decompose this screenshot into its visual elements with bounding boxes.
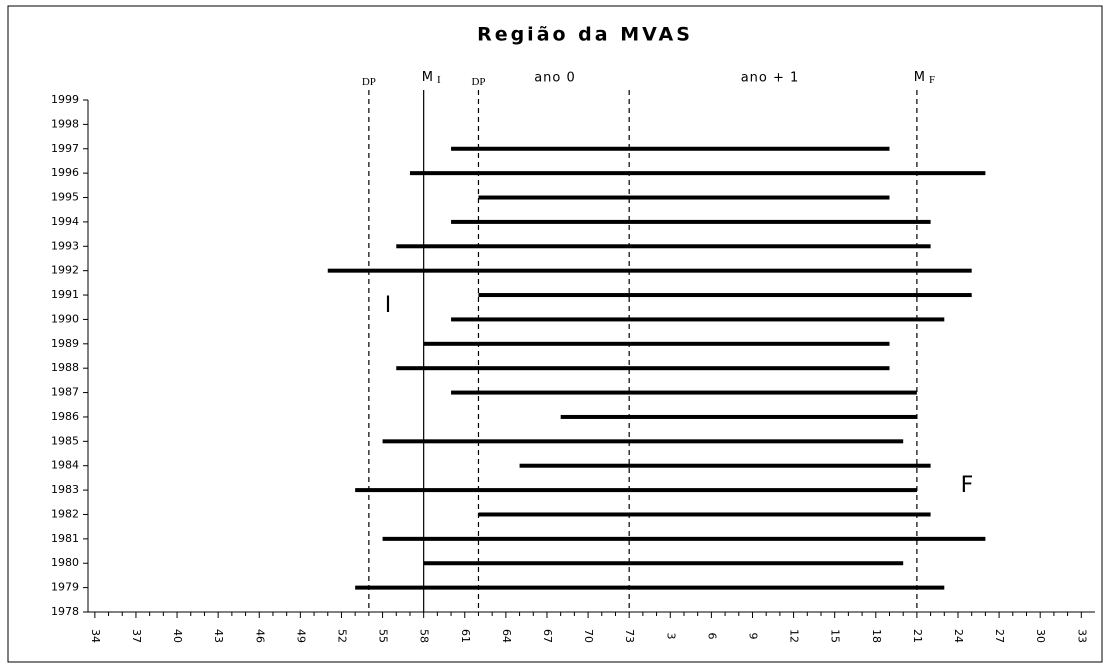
x-tick-label: 3 [664,633,677,640]
x-tick-label: 18 [870,629,883,643]
x-tick-label: 30 [1034,629,1047,643]
bar [396,244,931,249]
y-tick-label: 1985 [51,434,79,447]
y-tick-label: 1989 [51,337,79,350]
bar [478,293,972,298]
x-tick-label: 52 [335,629,348,643]
y-tick-label: 1983 [51,483,79,496]
x-tick-label: 34 [89,629,102,643]
annotation: ano + 1 [741,71,800,86]
y-tick-label: 1992 [51,264,79,277]
y-tick-label: 1978 [51,605,79,618]
y-tick-label: 1987 [51,386,79,399]
x-tick-label: 55 [377,629,390,643]
x-tick-label: 49 [294,629,307,643]
bar [355,585,945,590]
y-tick-label: 1986 [51,410,79,423]
y-tick-label: 1981 [51,532,79,545]
y-tick-label: 1990 [51,312,79,325]
x-tick-label: 58 [418,629,431,643]
x-tick-label: 43 [212,629,225,643]
x-tick-label: 33 [1075,629,1088,643]
x-tick-label: 73 [623,629,636,643]
label-text: M [914,70,926,85]
x-tick-label: 21 [911,629,924,643]
y-tick-label: 1995 [51,191,79,204]
label-sub: I [437,74,442,86]
y-tick-label: 1979 [51,581,79,594]
x-tick-label: 9 [746,633,759,640]
x-tick-label: 6 [705,633,718,640]
bar [478,512,931,517]
bar [451,219,931,224]
bar [451,317,945,322]
annotation: ano 0 [534,71,576,86]
bar [451,146,890,151]
y-tick-label: 1991 [51,288,79,301]
bar [451,390,917,395]
y-tick-label: 1980 [51,556,79,569]
x-tick-label: 70 [582,629,595,643]
y-tick-label: 1994 [51,215,79,228]
y-tick-label: 1998 [51,117,79,130]
y-tick-label: 1997 [51,142,79,155]
bar [327,268,972,273]
x-tick-label: 12 [788,629,801,643]
y-tick-label: 1993 [51,239,79,252]
y-tick-label: 1984 [51,459,79,472]
label-text: DP [362,76,376,88]
x-tick-label: 64 [500,629,513,643]
bar [396,366,890,371]
x-tick-label: 15 [829,629,842,643]
bar [423,341,890,346]
x-tick-label: 46 [253,629,266,643]
label-text: M [422,70,434,85]
annotation: I [385,293,392,318]
label-sub: F [929,74,936,86]
chart-title: Região da MVAS [477,24,693,46]
y-tick-label: 1999 [51,93,79,106]
frame [7,5,1103,663]
bar [519,463,931,468]
bar [409,171,986,176]
y-tick-label: 1988 [51,361,79,374]
reference-label: DP [471,76,485,88]
y-tick-label: 1982 [51,507,79,520]
bar [478,195,890,200]
bar [560,414,917,419]
y-tick-label: 1996 [51,166,79,179]
bar [355,488,917,493]
x-tick-label: 67 [541,629,554,643]
bar [423,561,904,566]
x-tick-label: 61 [459,629,472,643]
annotation: F [961,473,974,498]
bar [382,536,986,541]
x-tick-label: 27 [993,629,1006,643]
x-tick-label: 37 [130,629,143,643]
x-tick-label: 24 [952,629,965,643]
label-text: DP [471,76,485,88]
bar [382,439,904,444]
x-tick-label: 40 [171,629,184,643]
reference-label: DP [362,76,376,88]
